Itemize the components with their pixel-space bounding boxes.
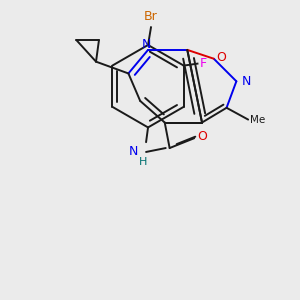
- Text: O: O: [217, 51, 226, 64]
- Text: Me: Me: [250, 115, 266, 124]
- Text: Br: Br: [144, 11, 158, 23]
- Text: N: N: [141, 38, 151, 51]
- Text: N: N: [129, 146, 138, 158]
- Text: F: F: [200, 57, 207, 70]
- Text: N: N: [241, 75, 251, 88]
- Text: O: O: [197, 130, 207, 143]
- Text: H: H: [139, 157, 148, 167]
